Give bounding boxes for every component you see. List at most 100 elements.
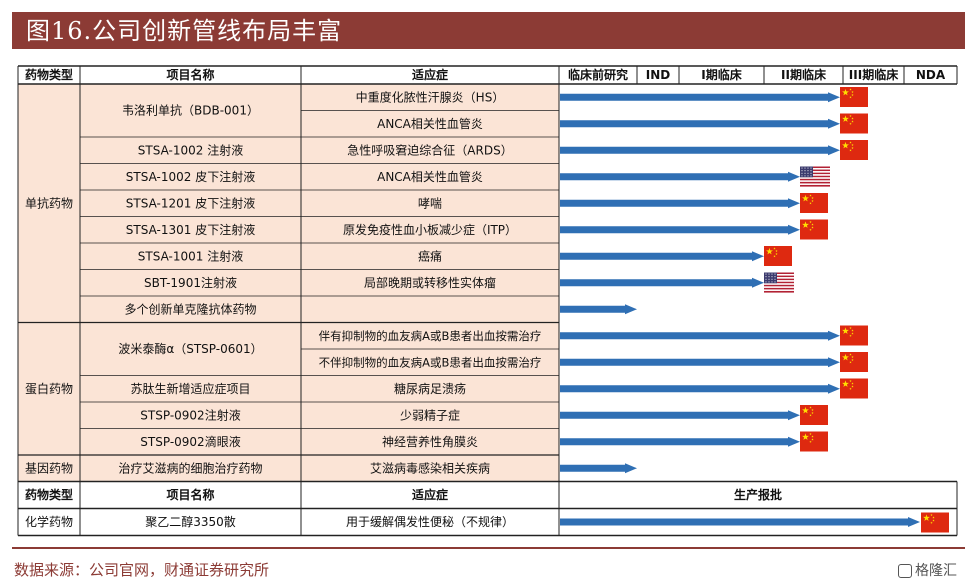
indication: 糖尿病足溃疡 bbox=[394, 381, 466, 396]
project-name: STSA-1002 注射液 bbox=[138, 142, 243, 157]
us-flag-star bbox=[810, 167, 812, 169]
china-flag-star bbox=[811, 435, 814, 438]
header-stage: III期临床 bbox=[849, 67, 899, 82]
row-background bbox=[18, 163, 559, 190]
china-flag-star bbox=[851, 358, 854, 361]
china-flag-star bbox=[849, 361, 852, 364]
china-flag-star bbox=[923, 514, 930, 521]
china-flag-star bbox=[811, 438, 814, 441]
progress-arrow bbox=[560, 145, 840, 156]
us-flag-stripe bbox=[764, 281, 794, 284]
china-flag-star bbox=[809, 440, 812, 443]
china-flag-star bbox=[849, 96, 852, 99]
project-name: 苏肽生新增适应症项目 bbox=[130, 381, 250, 396]
row-background bbox=[18, 110, 559, 137]
row-background bbox=[18, 455, 559, 482]
china-flag-icon bbox=[840, 352, 868, 372]
china-flag-star bbox=[811, 408, 814, 411]
us-flag-star bbox=[774, 273, 776, 275]
us-flag-star bbox=[810, 172, 812, 174]
us-flag-stripe bbox=[764, 290, 794, 293]
china-flag-star bbox=[775, 249, 778, 252]
china-flag-field bbox=[800, 431, 828, 452]
china-flag-star bbox=[842, 141, 849, 149]
row-background bbox=[18, 190, 559, 217]
indication: ANCA相关性血管炎 bbox=[377, 116, 483, 131]
china-flag-star bbox=[809, 432, 812, 435]
figure-title: 图16.公司创新管线布局丰富 bbox=[26, 17, 343, 45]
project-name: STSA-1001 注射液 bbox=[138, 248, 243, 263]
us-flag-stripe bbox=[800, 183, 830, 186]
china-flag-star bbox=[851, 117, 854, 120]
china-flag-star bbox=[842, 115, 849, 122]
watermark-logo-icon bbox=[898, 564, 912, 578]
us-flag-star bbox=[765, 281, 767, 283]
us-flag-star bbox=[804, 167, 806, 169]
project-name: 波米泰酶α（STSP-0601） bbox=[118, 341, 262, 356]
us-flag-star bbox=[807, 167, 809, 169]
progress-arrow bbox=[560, 304, 637, 315]
indication: 用于缓解偶发性便秘（不规律） bbox=[346, 514, 514, 529]
china-flag-star bbox=[802, 433, 809, 440]
us-flag-star bbox=[765, 276, 767, 278]
figure-title-bar: 图16.公司创新管线布局丰富 bbox=[12, 12, 965, 49]
china-flag-field bbox=[840, 352, 868, 372]
china-flag-field bbox=[800, 219, 828, 240]
indication: 艾滋病毒感染相关疾病 bbox=[370, 460, 490, 475]
china-flag-star bbox=[809, 220, 812, 223]
progress-arrow bbox=[560, 277, 764, 288]
indication: ANCA相关性血管炎 bbox=[377, 169, 483, 184]
china-flag-star bbox=[851, 385, 854, 388]
header-indication: 适应症 bbox=[412, 67, 448, 82]
us-flag-stripe bbox=[764, 274, 794, 276]
china-flag-star bbox=[811, 411, 814, 414]
row-background bbox=[18, 375, 559, 402]
china-flag-icon bbox=[921, 512, 949, 533]
us-flag-star bbox=[771, 276, 773, 278]
source-note: 数据来源：公司官网，财通证券研究所 bbox=[14, 561, 270, 579]
drug-type-label: 化学药物 bbox=[25, 514, 73, 529]
china-flag-star bbox=[849, 122, 852, 125]
progress-arrow bbox=[560, 410, 800, 421]
indication: 哮喘 bbox=[418, 196, 442, 210]
china-flag-star bbox=[930, 513, 933, 516]
china-flag-icon bbox=[800, 405, 828, 425]
us-flag-stripe bbox=[764, 289, 794, 292]
us-flag-star bbox=[765, 273, 767, 275]
us-flag-star bbox=[807, 175, 809, 177]
us-flag-star bbox=[774, 278, 776, 280]
progress-arrow bbox=[560, 224, 800, 235]
china-flag-icon bbox=[800, 219, 828, 240]
indication: 神经营养性角膜炎 bbox=[382, 434, 478, 449]
china-flag-star bbox=[842, 380, 849, 387]
us-flag-stripe bbox=[764, 275, 794, 278]
row-background bbox=[18, 296, 559, 323]
china-flag-star bbox=[849, 353, 852, 356]
us-flag-stripe bbox=[764, 272, 794, 275]
us-flag-star bbox=[771, 281, 773, 283]
progress-arrow bbox=[560, 198, 800, 209]
us-flag-stripe bbox=[800, 169, 830, 172]
us-flag-star bbox=[801, 172, 803, 174]
china-flag-star bbox=[842, 353, 849, 361]
us-flag-star bbox=[765, 278, 767, 280]
us-flag-stripe bbox=[800, 168, 830, 170]
china-flag-star bbox=[849, 379, 852, 382]
china-flag-star bbox=[842, 88, 849, 96]
china-flag-star bbox=[849, 334, 852, 337]
us-flag-star bbox=[804, 175, 806, 177]
drug-type-label: 基因药物 bbox=[25, 461, 73, 475]
header2-drug-type: 药物类型 bbox=[25, 487, 73, 502]
us-flag-star bbox=[810, 170, 812, 172]
china-flag-star bbox=[809, 406, 812, 409]
project-name: 多个创新单克隆抗体药物 bbox=[124, 301, 256, 316]
project-name: STSP-0902注射液 bbox=[140, 407, 240, 422]
row-background bbox=[18, 243, 559, 270]
china-flag-star bbox=[849, 326, 852, 329]
us-flag-stripe bbox=[764, 284, 794, 287]
us-flag-stripe bbox=[800, 184, 830, 187]
progress-arrow bbox=[560, 517, 920, 527]
china-flag-field bbox=[840, 325, 868, 346]
indication: 急性呼吸窘迫综合征（ARDS） bbox=[347, 142, 512, 157]
